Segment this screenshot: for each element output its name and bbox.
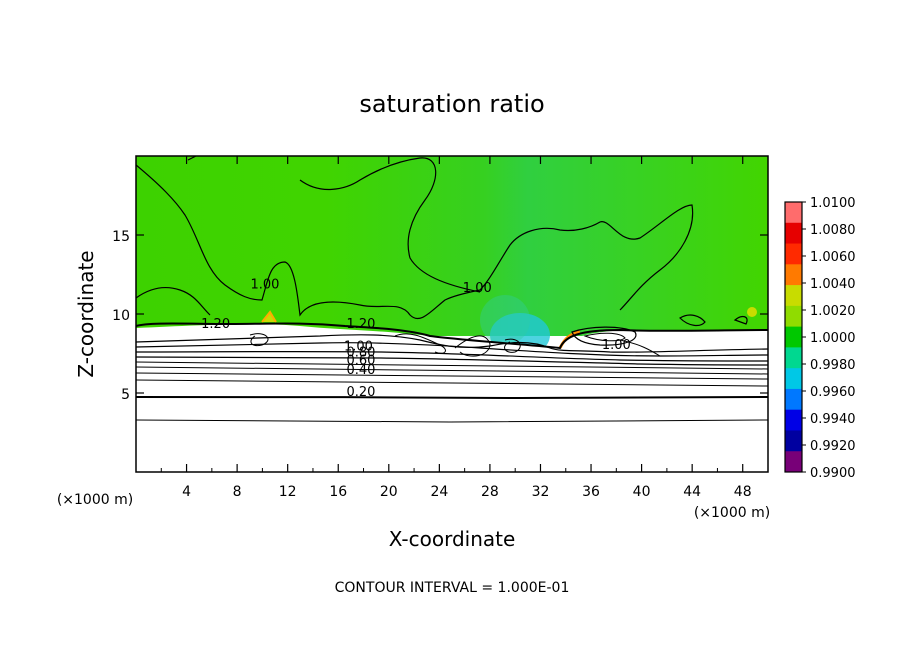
colorbar-swatch	[785, 202, 802, 224]
colorbar-swatch	[785, 326, 802, 348]
colorbar-swatch	[785, 388, 802, 411]
colorbar-swatch	[785, 430, 802, 452]
x-tick-label: 44	[683, 484, 701, 500]
x-tick-label: 20	[380, 484, 398, 500]
contour-label: 0.40	[347, 363, 376, 378]
colorbar-label: 0.9980	[810, 358, 856, 373]
contour-interval-note: CONTOUR INTERVAL = 1.000E-01	[335, 580, 570, 596]
contour-label: 1.00	[250, 278, 279, 293]
y-axis-ticks: 5 10 15	[112, 229, 768, 403]
y-tick-label: 5	[121, 387, 130, 403]
colorbar-swatch	[785, 368, 802, 390]
colorbar-label: 1.0020	[810, 304, 856, 319]
contour-label: 0.60	[347, 354, 376, 369]
x-tick-label: 8	[233, 484, 242, 500]
x-tick-label: 24	[430, 484, 448, 500]
x-tick-label: 40	[633, 484, 651, 500]
x-axis-label: X-coordinate	[389, 527, 516, 551]
contour-label: 0.20	[347, 385, 376, 400]
saturated-region	[136, 156, 768, 336]
colorbar-swatch	[785, 285, 802, 307]
x-tick-label: 48	[734, 484, 752, 500]
colorbar-swatch	[785, 347, 802, 369]
x-tick-label: 32	[532, 484, 550, 500]
contour-label: 1.00	[463, 281, 492, 296]
colorbar-swatch	[785, 243, 802, 265]
colorbar: 1.0100 1.0080 1.0060 1.0040 1.0020 1.0000 0.99…	[784, 196, 856, 481]
contour-label: 0.80	[347, 346, 376, 361]
colorbar-label: 0.9960	[810, 385, 856, 400]
colorbar-label: 0.9920	[810, 439, 856, 454]
colorbar-swatch	[785, 409, 802, 431]
colorbar-label: 0.9940	[810, 412, 856, 427]
colorbar-label: 1.0060	[810, 250, 856, 265]
x-tick-label: 36	[582, 484, 600, 500]
colorbar-label: 1.0100	[810, 196, 856, 211]
plot-area: 1.20 1.201.00 1.001.001.000.800.600.400.20	[136, 156, 768, 472]
y-axis-unit: (×1000 m)	[57, 492, 133, 508]
colorbar-label: 1.0040	[810, 277, 856, 292]
contour-label: 1.20	[201, 317, 230, 332]
y-tick-label: 15	[112, 229, 130, 245]
colorbar-swatch	[785, 305, 802, 328]
colorbar-swatch	[785, 264, 802, 286]
y-axis-label: Z-coordinate	[74, 250, 98, 377]
x-axis-unit: (×1000 m)	[694, 505, 770, 521]
contour-label: 1.00	[344, 339, 373, 354]
contour-lines-upper	[136, 156, 748, 327]
y-tick-label: 10	[112, 308, 130, 324]
colorbar-swatch	[785, 222, 802, 245]
contour-label: 1.00	[602, 338, 631, 353]
chart-title: saturation ratio	[359, 90, 544, 118]
colorbar-label: 1.0080	[810, 223, 856, 238]
x-tick-label: 16	[329, 484, 347, 500]
colorbar-label: 1.0000	[810, 331, 856, 346]
x-tick-label: 4	[182, 484, 191, 500]
contour-label: 1.20	[347, 317, 376, 332]
x-axis-ticks: 4 8 12 16 20 24 28 32 36 40 44 48	[160, 156, 752, 500]
x-tick-label: 28	[481, 484, 499, 500]
colorbar-label: 0.9900	[810, 466, 856, 481]
colorbar-swatch	[785, 451, 802, 473]
contour-labels: 1.20 1.201.00 1.001.001.000.800.600.400.20	[201, 278, 631, 400]
x-tick-label: 12	[279, 484, 297, 500]
